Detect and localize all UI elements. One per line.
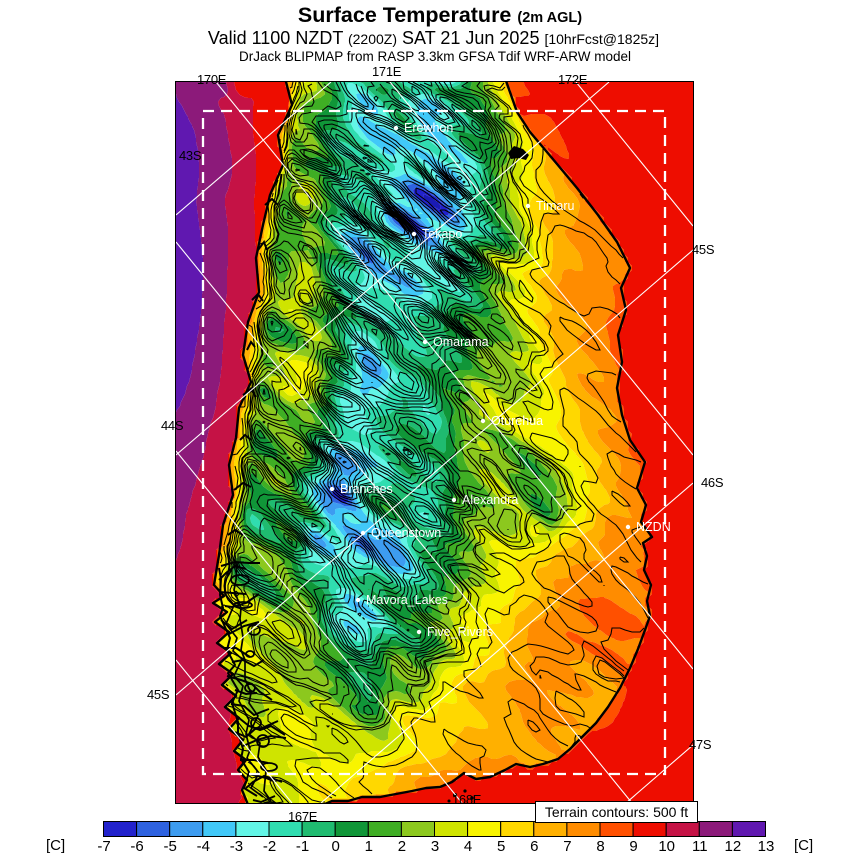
svg-text:Five_Rivers: Five_Rivers [427,625,493,639]
svg-text:Oturehua: Oturehua [491,414,543,428]
svg-text:Mavora_Lakes: Mavora_Lakes [366,593,448,607]
svg-text:Queenstown: Queenstown [371,526,441,540]
svg-text:NZDN: NZDN [636,520,671,534]
svg-text:Tekapo: Tekapo [422,227,462,241]
svg-text:Alexandra: Alexandra [462,493,518,507]
svg-text:Timaru: Timaru [536,199,574,213]
svg-text:Omarama: Omarama [433,335,489,349]
svg-text:Branches: Branches [340,482,393,496]
svg-text:Erewhon: Erewhon [404,121,453,135]
